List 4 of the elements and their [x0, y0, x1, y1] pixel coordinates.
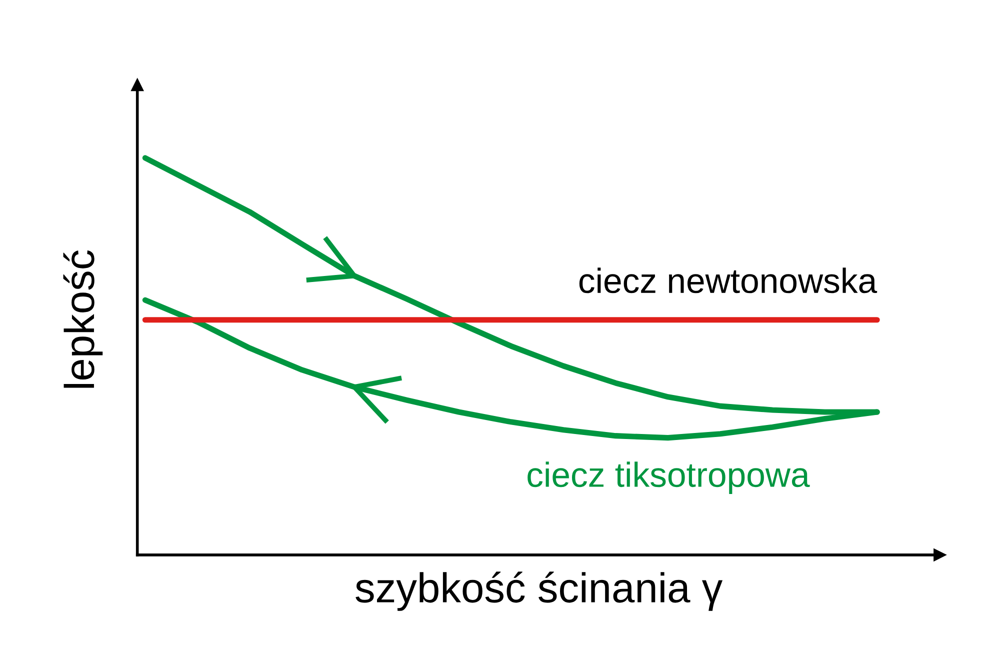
x-axis-title: szybkość ścinania γ [356, 572, 723, 611]
series-label: ciecz newtonowska [579, 268, 878, 294]
series-label: ciecz tiksotropowa [528, 462, 810, 494]
y-axis-title: lepkość [63, 250, 103, 388]
